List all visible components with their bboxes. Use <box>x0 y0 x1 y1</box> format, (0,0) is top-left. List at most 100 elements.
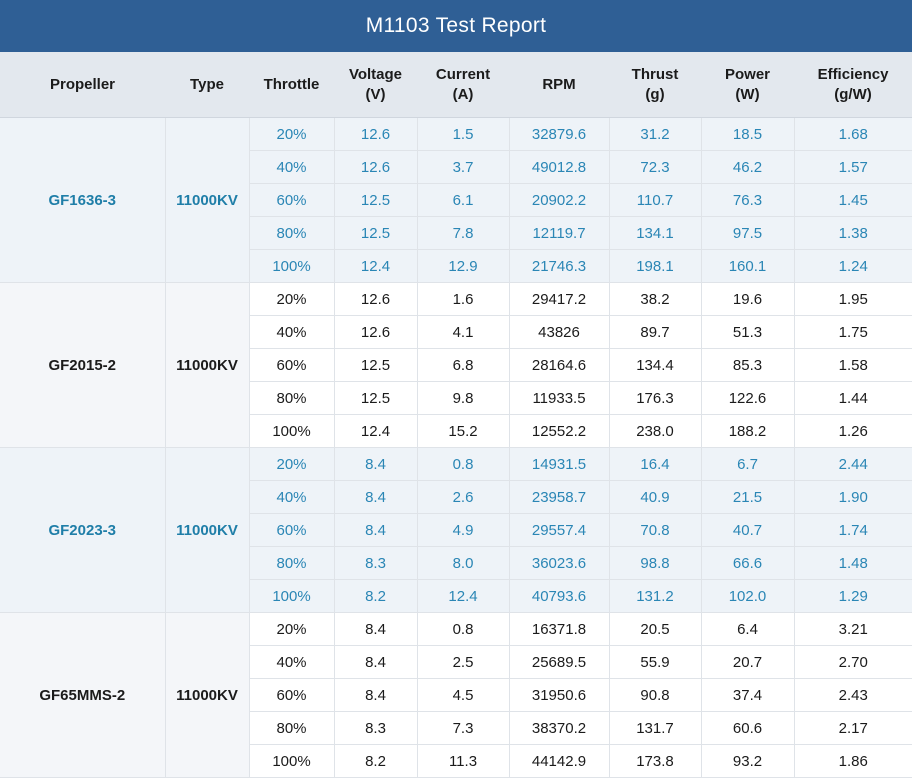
efficiency-cell: 1.95 <box>794 282 912 316</box>
rpm-cell: 12119.7 <box>509 216 610 250</box>
header-efficiency: Efficiency (g/W) <box>794 52 912 118</box>
throttle-cell: 80% <box>249 711 335 745</box>
efficiency-cell: 2.70 <box>794 645 912 679</box>
voltage-cell: 12.6 <box>334 282 418 316</box>
rpm-cell: 43826 <box>509 315 610 349</box>
table-row: 80% 12.5 7.8 12119.7 134.1 97.5 1.38 <box>0 216 912 250</box>
table-row: 100% 12.4 15.2 12552.2 238.0 188.2 1.26 <box>0 414 912 448</box>
efficiency-cell: 1.75 <box>794 315 912 349</box>
rpm-cell: 21746.3 <box>509 249 610 283</box>
thrust-cell: 110.7 <box>609 183 702 217</box>
throttle-cell: 60% <box>249 183 335 217</box>
throttle-cell: 100% <box>249 249 335 283</box>
voltage-cell: 8.3 <box>334 546 418 580</box>
throttle-cell: 20% <box>249 282 335 316</box>
power-cell: 19.6 <box>701 282 795 316</box>
thrust-cell: 40.9 <box>609 480 702 514</box>
table-row: 100% 8.2 12.4 40793.6 131.2 102.0 1.29 <box>0 579 912 613</box>
table-row: 100% 8.2 11.3 44142.9 173.8 93.2 1.86 <box>0 744 912 778</box>
efficiency-cell: 1.44 <box>794 381 912 415</box>
power-cell: 46.2 <box>701 150 795 184</box>
voltage-cell: 8.4 <box>334 678 418 712</box>
thrust-cell: 72.3 <box>609 150 702 184</box>
thrust-cell: 131.2 <box>609 579 702 613</box>
rpm-cell: 28164.6 <box>509 348 610 382</box>
throttle-cell: 40% <box>249 480 335 514</box>
efficiency-cell: 1.24 <box>794 249 912 283</box>
power-cell: 21.5 <box>701 480 795 514</box>
efficiency-cell: 2.44 <box>794 447 912 481</box>
throttle-cell: 20% <box>249 447 335 481</box>
thrust-cell: 238.0 <box>609 414 702 448</box>
current-cell: 1.5 <box>417 117 510 151</box>
voltage-cell: 12.6 <box>334 315 418 349</box>
type-cell: 11000KV <box>165 612 250 778</box>
current-cell: 3.7 <box>417 150 510 184</box>
header-row: Propeller Type Throttle Voltage (V) Curre… <box>0 52 912 118</box>
current-cell: 2.5 <box>417 645 510 679</box>
throttle-cell: 100% <box>249 744 335 778</box>
power-cell: 6.7 <box>701 447 795 481</box>
efficiency-cell: 1.68 <box>794 117 912 151</box>
propeller-cell: GF2015-2 <box>0 282 166 448</box>
table-row: 40% 12.6 4.1 43826 89.7 51.3 1.75 <box>0 315 912 349</box>
current-cell: 6.1 <box>417 183 510 217</box>
voltage-cell: 12.5 <box>334 348 418 382</box>
header-rpm: RPM <box>509 52 609 118</box>
voltage-cell: 8.3 <box>334 711 418 745</box>
power-cell: 20.7 <box>701 645 795 679</box>
header-voltage: Voltage (V) <box>334 52 417 118</box>
power-cell: 102.0 <box>701 579 795 613</box>
efficiency-cell: 1.45 <box>794 183 912 217</box>
rpm-cell: 49012.8 <box>509 150 610 184</box>
throttle-cell: 80% <box>249 216 335 250</box>
power-cell: 40.7 <box>701 513 795 547</box>
table-row: 80% 8.3 7.3 38370.2 131.7 60.6 2.17 <box>0 711 912 745</box>
efficiency-cell: 1.86 <box>794 744 912 778</box>
current-cell: 4.5 <box>417 678 510 712</box>
header-power: Power (W) <box>701 52 794 118</box>
thrust-cell: 55.9 <box>609 645 702 679</box>
voltage-cell: 8.4 <box>334 447 418 481</box>
type-cell: 11000KV <box>165 282 250 448</box>
throttle-cell: 20% <box>249 117 335 151</box>
thrust-cell: 20.5 <box>609 612 702 646</box>
report-title: M1103 Test Report <box>0 0 912 52</box>
rpm-cell: 44142.9 <box>509 744 610 778</box>
current-cell: 0.8 <box>417 612 510 646</box>
throttle-cell: 40% <box>249 150 335 184</box>
rpm-cell: 25689.5 <box>509 645 610 679</box>
voltage-cell: 8.2 <box>334 579 418 613</box>
power-cell: 97.5 <box>701 216 795 250</box>
thrust-cell: 134.4 <box>609 348 702 382</box>
table-row: 40% 8.4 2.5 25689.5 55.9 20.7 2.70 <box>0 645 912 679</box>
table-row: 60% 12.5 6.1 20902.2 110.7 76.3 1.45 <box>0 183 912 217</box>
rpm-cell: 32879.6 <box>509 117 610 151</box>
efficiency-cell: 1.29 <box>794 579 912 613</box>
efficiency-cell: 3.21 <box>794 612 912 646</box>
propeller-cell: GF2023-3 <box>0 447 166 613</box>
efficiency-cell: 1.26 <box>794 414 912 448</box>
table-row: 80% 8.3 8.0 36023.6 98.8 66.6 1.48 <box>0 546 912 580</box>
thrust-cell: 90.8 <box>609 678 702 712</box>
thrust-cell: 98.8 <box>609 546 702 580</box>
voltage-cell: 8.4 <box>334 645 418 679</box>
voltage-cell: 12.4 <box>334 249 418 283</box>
current-cell: 12.4 <box>417 579 510 613</box>
rpm-cell: 11933.5 <box>509 381 610 415</box>
rpm-cell: 29557.4 <box>509 513 610 547</box>
current-cell: 15.2 <box>417 414 510 448</box>
rpm-cell: 14931.5 <box>509 447 610 481</box>
efficiency-cell: 2.43 <box>794 678 912 712</box>
type-cell: 11000KV <box>165 117 250 283</box>
table-row: GF65MMS-2 11000KV 20% 8.4 0.8 16371.8 20.5 6.4 3… <box>0 612 912 778</box>
efficiency-cell: 1.48 <box>794 546 912 580</box>
rpm-cell: 16371.8 <box>509 612 610 646</box>
efficiency-cell: 1.38 <box>794 216 912 250</box>
rpm-cell: 20902.2 <box>509 183 610 217</box>
current-cell: 11.3 <box>417 744 510 778</box>
thrust-cell: 198.1 <box>609 249 702 283</box>
rpm-cell: 36023.6 <box>509 546 610 580</box>
throttle-cell: 40% <box>249 645 335 679</box>
table-row: GF2015-2 11000KV 20% 12.6 1.6 29417.2 38.2 19.6… <box>0 282 912 448</box>
